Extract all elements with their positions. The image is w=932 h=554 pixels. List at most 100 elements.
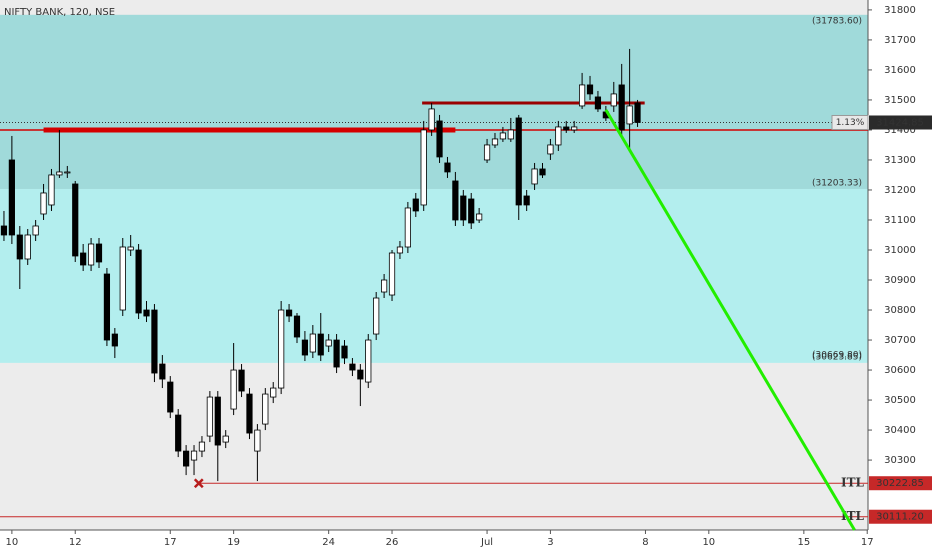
zone (0, 188, 868, 363)
candle-body (278, 309, 285, 389)
y-tick-label: 31100 (884, 215, 916, 226)
candle-body (111, 333, 118, 347)
y-tick-label: 30900 (884, 275, 916, 286)
candle-body (547, 144, 554, 155)
x-tick-label: 15 (797, 537, 810, 548)
y-tick-label: 31000 (884, 245, 916, 256)
candle-body (333, 339, 340, 368)
candle-body (626, 105, 633, 125)
candle-body (214, 396, 221, 446)
candle-body (222, 435, 229, 443)
candle-body (563, 126, 570, 131)
y-tick-label: 30700 (884, 335, 916, 346)
candle-body (483, 144, 491, 161)
y-tick-label: 30800 (884, 305, 916, 316)
y-tick-label: 31700 (884, 35, 916, 46)
candle-body (175, 414, 182, 452)
candle-body (87, 243, 95, 266)
candle-body (127, 246, 134, 251)
zone-label: (30669.80) (812, 351, 862, 361)
candle-body (539, 168, 546, 176)
candle-body (32, 225, 39, 236)
candle-body (460, 195, 467, 221)
candle-body (135, 249, 142, 314)
zone-label: (31203.33) (812, 178, 862, 188)
y-tick-label: 31600 (884, 65, 916, 76)
candle-body (491, 138, 499, 146)
x-tick-label: 12 (69, 537, 82, 548)
level-tag: ITL (841, 476, 865, 490)
candle-body (262, 393, 269, 425)
level-price: 30111.20 (876, 512, 924, 523)
candle-body (183, 450, 190, 467)
candle-body (586, 84, 594, 95)
candle-body (388, 252, 396, 296)
candle-body (531, 168, 538, 185)
candle-body (349, 363, 356, 371)
x-marker (193, 478, 204, 489)
candle-body (103, 273, 111, 341)
candle-body (594, 96, 602, 110)
candle-body (24, 234, 31, 260)
change-label: 1.13% (836, 118, 865, 128)
candle-body (254, 429, 261, 452)
candle-body (230, 369, 237, 410)
x-tick-label: 8 (642, 537, 648, 548)
y-tick-label: 31200 (884, 185, 916, 196)
change-box (831, 114, 869, 130)
candle-body (420, 129, 427, 206)
candle-body (634, 102, 641, 123)
candle-body (317, 333, 324, 356)
x-tick-label: 17 (861, 537, 874, 548)
candle-body (143, 309, 150, 317)
candle-body (40, 192, 47, 215)
price-axis (868, 0, 932, 550)
candle-body (373, 297, 380, 335)
candle-body (365, 339, 372, 383)
candle-body (64, 171, 71, 174)
candle-body (159, 363, 166, 380)
zone-label: (30623.85) (812, 352, 862, 362)
candle-body (444, 162, 451, 173)
y-tick-label: 31800 (884, 5, 916, 16)
candle-body (56, 171, 63, 176)
candle-body (507, 129, 514, 140)
candle-body (428, 108, 435, 131)
candle-body (309, 333, 316, 353)
y-tick-label: 31400 (884, 125, 916, 136)
chart-title: NIFTY BANK, 120, NSE (4, 7, 115, 18)
candle-body (119, 246, 126, 311)
level-price-box (869, 476, 932, 491)
candle-body (8, 159, 15, 236)
level-price: 30222.85 (876, 478, 924, 489)
candle-body (523, 195, 530, 206)
x-tick-label: 10 (702, 537, 715, 548)
candle-body (0, 225, 8, 236)
candle-body (198, 441, 206, 452)
candle-body (404, 207, 411, 248)
candle-body (151, 309, 158, 374)
candle-body (206, 396, 213, 437)
x-tick-label: Jul (480, 537, 493, 548)
last-price-label: 31424.85 (876, 117, 924, 128)
candle-body (246, 393, 253, 434)
candle-body (452, 180, 459, 221)
x-tick-label: 3 (547, 537, 553, 548)
candle-body (238, 369, 245, 392)
candle-body (499, 132, 507, 140)
candle-body (72, 183, 79, 257)
candle-body (95, 243, 103, 263)
last-price-box (869, 115, 932, 130)
candle-body (357, 369, 364, 380)
candle-body (571, 126, 578, 131)
x-tick-label: 19 (227, 537, 240, 548)
y-tick-label: 30500 (884, 395, 916, 406)
candle-body (293, 315, 301, 338)
candle-body (301, 339, 309, 356)
y-tick-label: 31500 (884, 95, 916, 106)
zone-label: (31783.60) (812, 16, 862, 26)
candle-body (515, 117, 522, 206)
candle-body (396, 246, 404, 254)
y-tick-label: 30400 (884, 425, 916, 436)
x-tick-label: 10 (6, 537, 19, 548)
